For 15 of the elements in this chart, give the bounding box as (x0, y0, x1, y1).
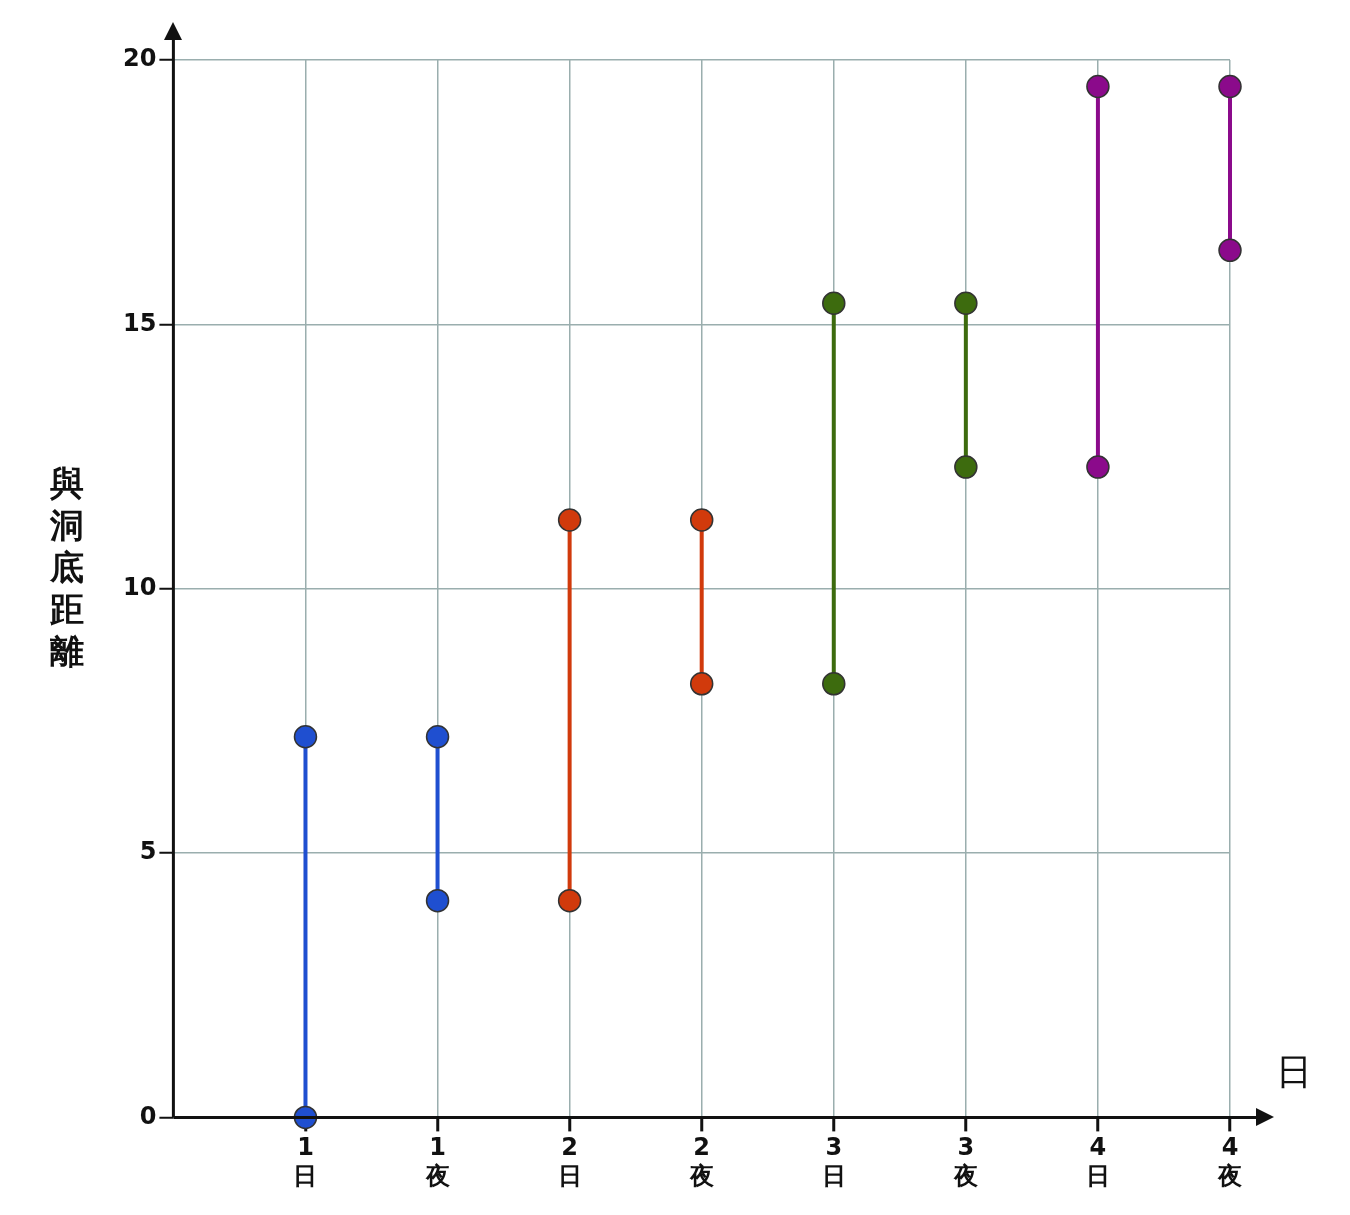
y-tick-label: 15 (122, 308, 157, 337)
x-axis-title: 日 (1276, 1050, 1312, 1094)
x-tick-label: 4 日 (1085, 1133, 1110, 1190)
x-tick-label: 3 日 (821, 1133, 846, 1190)
y-tick-label: 0 (139, 1101, 157, 1130)
x-tick-label: 1 夜 (424, 1133, 450, 1190)
x-tick-label: 1 日 (293, 1133, 318, 1190)
x-tick-label: 4 夜 (1217, 1133, 1242, 1190)
x-tick-label: 2 日 (557, 1133, 582, 1190)
y-tick-label: 5 (139, 837, 157, 866)
y-axis-title: 與洞底距離 (50, 462, 85, 672)
x-tick-label: 3 夜 (952, 1133, 978, 1190)
y-tick-label: 10 (122, 572, 157, 601)
x-tick-label: 2 夜 (688, 1133, 714, 1190)
y-tick-label: 20 (122, 44, 157, 73)
